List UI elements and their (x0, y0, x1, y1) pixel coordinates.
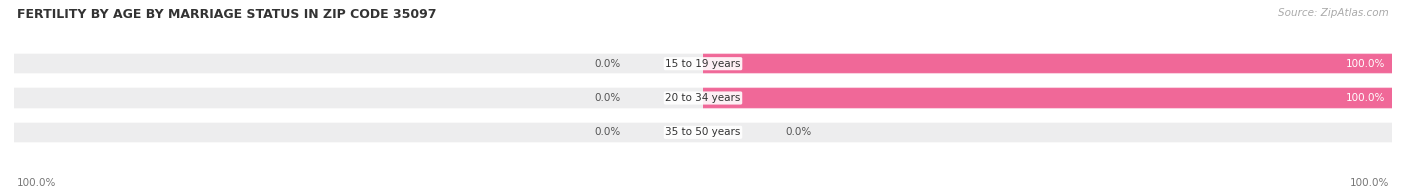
Bar (703, 53, 1392, 74)
Bar (14, 87, 703, 109)
Text: 100.0%: 100.0% (1346, 59, 1385, 69)
Text: 100.0%: 100.0% (1346, 93, 1385, 103)
Text: 100.0%: 100.0% (1350, 178, 1389, 188)
Bar (14, 122, 703, 143)
Bar (703, 122, 1392, 143)
Text: 0.0%: 0.0% (786, 127, 811, 137)
Text: 0.0%: 0.0% (595, 127, 620, 137)
Bar (703, 87, 1392, 109)
Text: 100.0%: 100.0% (17, 178, 56, 188)
Bar (703, 87, 1392, 109)
Text: 0.0%: 0.0% (595, 59, 620, 69)
Text: FERTILITY BY AGE BY MARRIAGE STATUS IN ZIP CODE 35097: FERTILITY BY AGE BY MARRIAGE STATUS IN Z… (17, 8, 436, 21)
Text: 20 to 34 years: 20 to 34 years (665, 93, 741, 103)
Text: Source: ZipAtlas.com: Source: ZipAtlas.com (1278, 8, 1389, 18)
Bar (703, 53, 1392, 74)
Text: 0.0%: 0.0% (595, 93, 620, 103)
Text: 35 to 50 years: 35 to 50 years (665, 127, 741, 137)
Bar (14, 53, 703, 74)
Text: 15 to 19 years: 15 to 19 years (665, 59, 741, 69)
